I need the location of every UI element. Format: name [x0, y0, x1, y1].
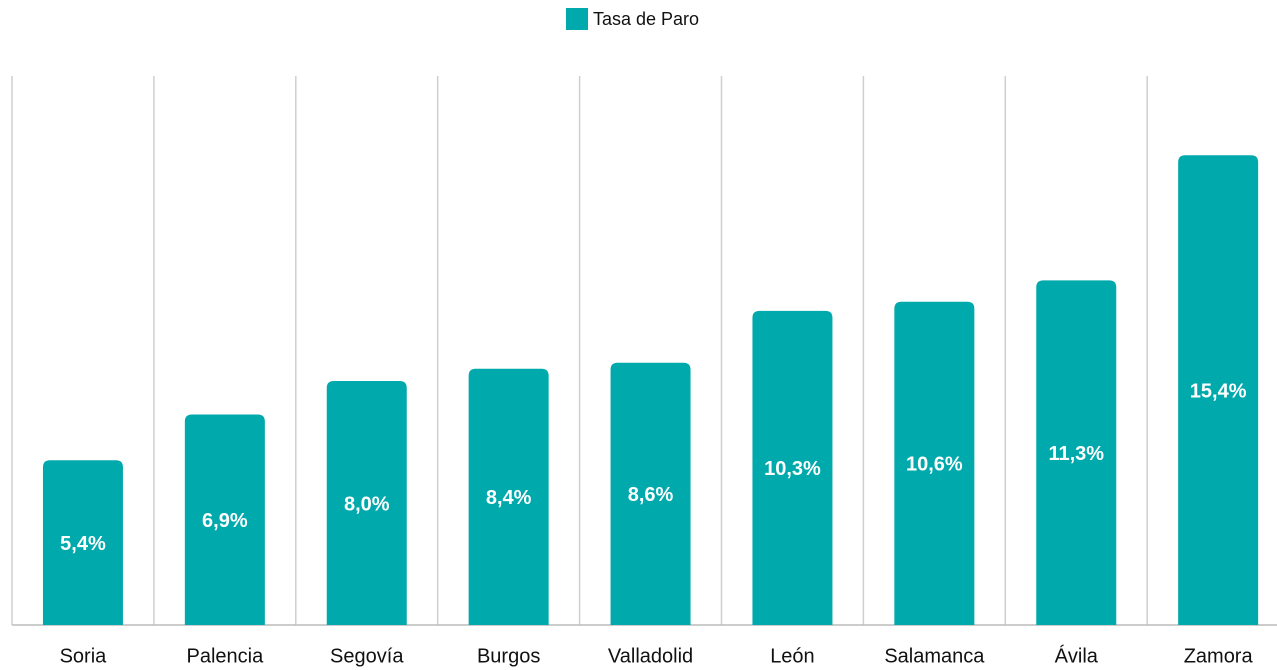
x-tick-label: Ávila — [1055, 644, 1099, 667]
value-label: 11,3% — [1048, 443, 1104, 465]
value-label: 8,6% — [628, 484, 674, 506]
bar — [468, 368, 549, 625]
bar — [1036, 280, 1117, 625]
value-label: 8,4% — [486, 487, 532, 509]
bar — [894, 301, 975, 625]
value-label: 6,9% — [202, 510, 248, 532]
value-label: 8,0% — [344, 493, 390, 515]
legend-label: Tasa de Paro — [593, 9, 699, 29]
x-tick-label: Zamora — [1184, 645, 1254, 667]
bar — [752, 310, 833, 625]
bar — [184, 414, 265, 625]
x-tick-label: Burgos — [477, 645, 540, 667]
legend-swatch — [566, 8, 588, 30]
bar — [1178, 155, 1259, 626]
bar — [42, 460, 123, 625]
x-tick-label: Valladolid — [608, 645, 693, 667]
bar — [610, 362, 691, 625]
value-label: 10,3% — [764, 458, 821, 480]
value-label: 15,4% — [1190, 380, 1247, 402]
bar — [326, 381, 407, 625]
x-tick-label: Palencia — [186, 645, 264, 667]
value-label: 5,4% — [60, 533, 106, 555]
x-tick-label: Salamanca — [884, 645, 985, 667]
x-tick-label: León — [770, 645, 815, 667]
x-tick-label: Soria — [60, 645, 108, 667]
x-tick-label: Segovía — [330, 645, 404, 667]
value-label: 10,6% — [906, 454, 963, 476]
